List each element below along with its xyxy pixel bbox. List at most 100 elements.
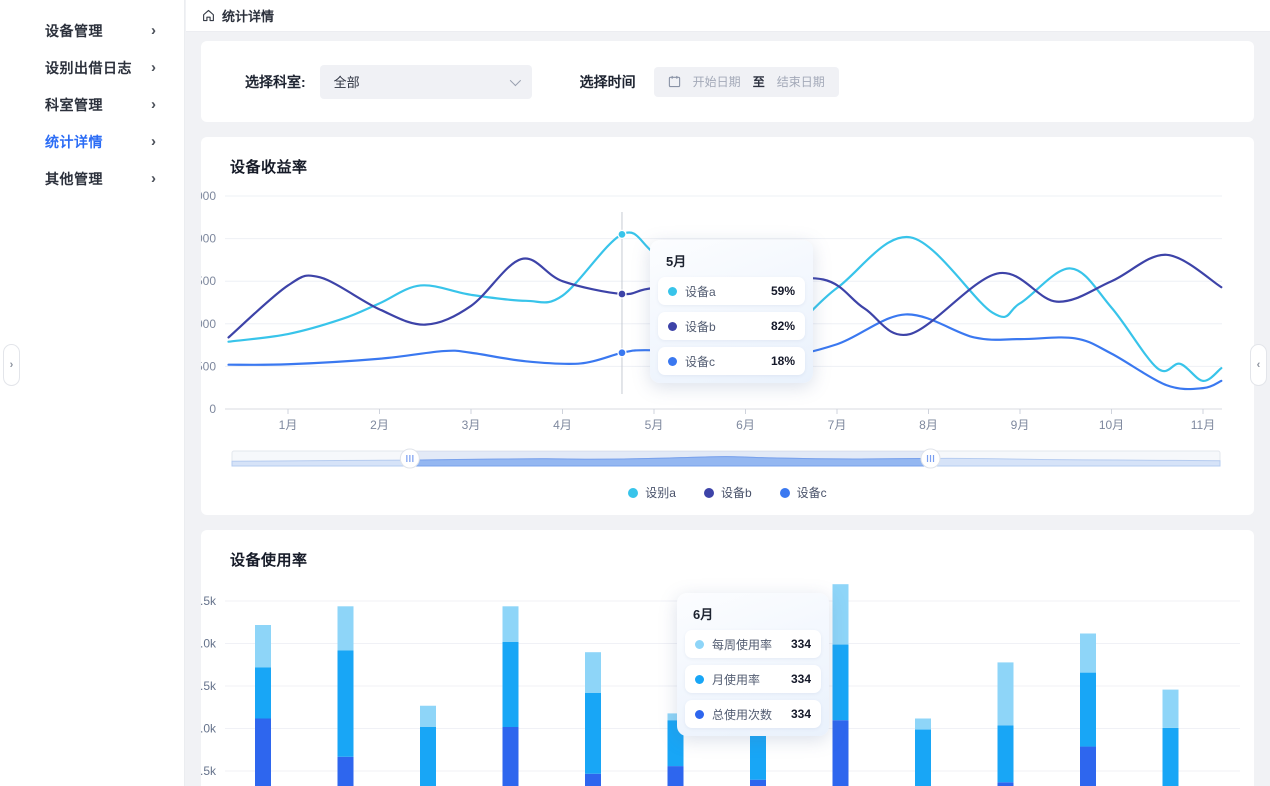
x-axis-label: 3月: [462, 418, 481, 432]
bar-segment-总使用次数[interactable]: [667, 766, 684, 786]
bar-segment-月使用率[interactable]: [750, 730, 766, 780]
department-select[interactable]: 全部: [319, 64, 532, 99]
sidebar-item-label: 科室管理: [45, 96, 103, 113]
hover-marker-dot: [617, 348, 627, 358]
tooltip-series-value: 334: [790, 672, 811, 686]
bar-segment-每周使用率[interactable]: [1162, 689, 1179, 728]
sidebar-item-lending-log[interactable]: 设别出借日志 ›: [0, 49, 184, 86]
sidebar-item-label: 统计详情: [45, 133, 103, 150]
date-range-picker[interactable]: 开始日期 至 结束日期: [653, 66, 839, 97]
bar-segment-月使用率[interactable]: [502, 642, 519, 727]
date-separator: 至: [752, 75, 765, 89]
series-dot-icon: [695, 709, 704, 719]
sidebar-collapse-handle-left[interactable]: ›: [3, 344, 20, 386]
revenue-chart-card: 设备收益率 3000 2000 1500 1000 500 0 1月 2月 3月 4月 5月 6月 7月…: [201, 137, 1254, 515]
hover-marker-dot: [617, 289, 627, 299]
bar-segment-每周使用率[interactable]: [915, 718, 931, 730]
bar-segment-总使用次数[interactable]: [1080, 746, 1096, 786]
sidebar-item-department-management[interactable]: 科室管理 ›: [0, 86, 184, 123]
legend-dot-icon: [779, 487, 790, 498]
bar-segment-每周使用率[interactable]: [420, 705, 436, 727]
sidebar-item-label: 设别出借日志: [45, 59, 132, 76]
hover-marker-dot: [617, 229, 627, 239]
legend-item[interactable]: 设别a: [628, 484, 676, 501]
sidebar-item-label: 其他管理: [45, 170, 103, 187]
bar-segment-月使用率[interactable]: [915, 729, 931, 786]
bar-segment-总使用次数[interactable]: [997, 782, 1014, 786]
chevron-down-icon: [509, 74, 521, 86]
bar-segment-总使用次数[interactable]: [750, 779, 766, 786]
bar-segment-每周使用率[interactable]: [832, 584, 849, 645]
x-axis-label: 2月: [370, 418, 389, 432]
chart-legend: 设别a 设备b 设备c: [201, 484, 1254, 501]
sidebar-item-other-management[interactable]: 其他管理 ›: [0, 160, 184, 197]
bar-segment-总使用次数[interactable]: [337, 756, 354, 786]
end-date-placeholder[interactable]: 结束日期: [776, 75, 825, 89]
bar-segment-月使用率[interactable]: [832, 644, 849, 721]
tooltip-row: 每周使用率 334: [685, 630, 821, 658]
bar-segment-月使用率[interactable]: [585, 693, 601, 774]
x-axis-label: 8月: [919, 418, 938, 432]
line-chart[interactable]: 3000 2000 1500 1000 500 0 1月 2月 3月 4月 5月 6月 7月 8月 9月 10…: [201, 137, 1254, 515]
bar-segment-每周使用率[interactable]: [1080, 633, 1096, 673]
usage-chart-title: 设备使用率: [230, 552, 308, 569]
legend-dot-icon: [628, 487, 639, 498]
tooltip-series-value: 59%: [770, 284, 795, 298]
legend-label: 设备b: [720, 486, 752, 500]
legend-item[interactable]: 设备b: [703, 484, 752, 501]
legend-item[interactable]: 设备c: [779, 484, 827, 501]
bar-segment-每周使用率[interactable]: [337, 606, 354, 651]
chevron-right-icon: ›: [151, 133, 156, 150]
bar-segment-月使用率[interactable]: [1162, 727, 1179, 786]
bar-segment-总使用次数[interactable]: [585, 773, 601, 786]
x-axis-label: 9月: [1011, 418, 1030, 432]
y-axis-label: 2.5k: [201, 594, 217, 608]
datazoom-wave-selected: [409, 456, 931, 467]
tooltip-row: 月使用率 334: [685, 665, 821, 693]
tooltip-series-name: 每周使用率: [712, 637, 773, 652]
chevron-right-icon: ›: [151, 59, 156, 76]
x-axis-label: 4月: [553, 418, 572, 432]
bar-segment-每周使用率[interactable]: [667, 713, 684, 721]
y-axis-label: 0: [209, 402, 216, 416]
tooltip-title: 6月: [693, 607, 714, 622]
bar-segment-每周使用率[interactable]: [997, 662, 1014, 726]
tooltip-row: 设备a 59%: [658, 277, 805, 305]
start-date-placeholder[interactable]: 开始日期: [692, 75, 741, 89]
tooltip-series-name: 设备a: [685, 284, 716, 299]
bar-segment-每周使用率[interactable]: [255, 625, 271, 668]
sidebar-item-label: 设备管理: [45, 22, 103, 39]
bar-chart[interactable]: 2.5k 2.0k 1.5k 1.0k 0.5k: [201, 530, 1254, 786]
sidebar-item-statistics[interactable]: 统计详情 ›: [0, 123, 184, 160]
bar-segment-每周使用率[interactable]: [585, 652, 601, 693]
bar-segment-月使用率[interactable]: [255, 667, 271, 719]
y-axis-label: 2000: [201, 232, 216, 246]
tooltip-series-name: 月使用率: [712, 672, 761, 687]
department-filter-label: 选择科室:: [245, 73, 306, 90]
tooltip-series-value: 334: [790, 707, 811, 721]
y-axis-label: 0.5k: [201, 764, 217, 778]
bar-segment-总使用次数[interactable]: [502, 727, 519, 786]
bar-segment-月使用率[interactable]: [997, 725, 1014, 783]
tooltip-row: 设备c 18%: [658, 347, 805, 375]
bar-segment-总使用次数[interactable]: [832, 720, 849, 786]
tooltip-series-value: 334: [790, 637, 811, 651]
x-axis-label: 5月: [645, 418, 664, 432]
bar-segment-总使用次数[interactable]: [255, 718, 271, 786]
tooltip-series-name: 设备b: [685, 319, 716, 334]
panel-collapse-handle-right[interactable]: ‹: [1250, 344, 1267, 386]
tooltip-row: 设备b 82%: [658, 312, 805, 340]
bar-segment-月使用率[interactable]: [337, 650, 354, 757]
bar-segment-月使用率[interactable]: [420, 727, 436, 786]
x-axis-label: 6月: [736, 418, 755, 432]
bar-segment-每周使用率[interactable]: [502, 606, 519, 642]
y-axis-label: 1000: [201, 317, 216, 331]
chart-tooltip: 5月 设备a 59% 设备b 82% 设备c 18%: [650, 240, 813, 383]
breadcrumb: 统计详情: [186, 0, 1270, 32]
datazoom-selection[interactable]: [409, 451, 931, 466]
chevron-right-icon: ›: [151, 170, 156, 187]
y-axis-label: 1500: [201, 274, 216, 288]
bar-segment-月使用率[interactable]: [1080, 672, 1096, 747]
sidebar-item-device-management[interactable]: 设备管理 ›: [0, 12, 184, 49]
legend-label: 设别a: [645, 486, 676, 500]
